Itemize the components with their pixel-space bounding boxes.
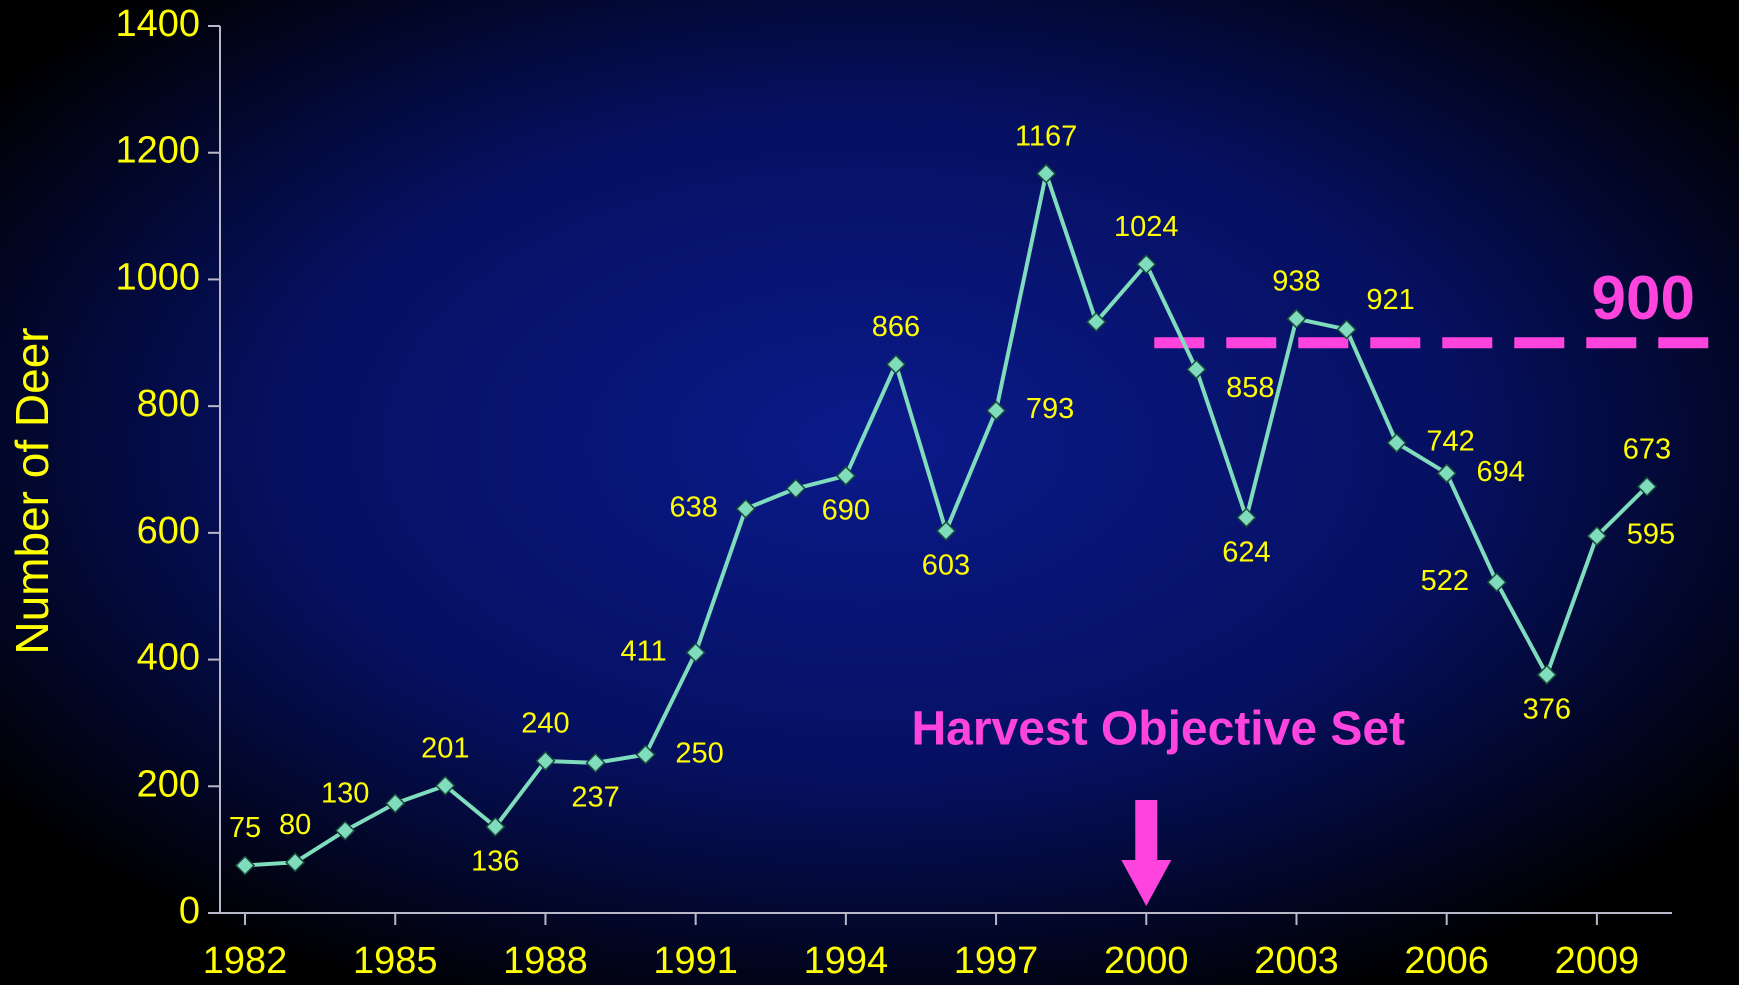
x-tick-label: 1994 xyxy=(804,940,889,982)
data-point xyxy=(935,520,957,542)
data-point xyxy=(335,820,356,841)
data-label: 866 xyxy=(872,311,920,343)
data-point xyxy=(1086,311,1107,332)
y-tick-label: 1000 xyxy=(115,256,200,298)
data-label: 250 xyxy=(675,737,723,769)
data-label: 858 xyxy=(1226,372,1274,404)
y-tick-label: 1400 xyxy=(115,3,200,45)
data-label: 80 xyxy=(279,809,311,841)
x-tick-label: 2006 xyxy=(1404,940,1489,982)
y-axis-title: Number of Deer xyxy=(6,327,58,654)
data-point xyxy=(785,478,806,499)
data-label: 136 xyxy=(471,845,519,877)
data-point xyxy=(1136,254,1157,275)
data-label: 938 xyxy=(1272,265,1320,297)
data-label: 240 xyxy=(521,708,569,740)
x-tick-label: 1997 xyxy=(954,940,1039,982)
data-point xyxy=(234,855,256,876)
data-label: 201 xyxy=(421,732,469,764)
data-label: 75 xyxy=(229,812,261,844)
data-point xyxy=(885,354,906,375)
data-point xyxy=(1636,476,1658,497)
data-label: 742 xyxy=(1426,426,1474,458)
data-label: 624 xyxy=(1222,536,1270,568)
data-point xyxy=(535,750,556,772)
y-tick-label: 800 xyxy=(137,383,200,425)
data-label: 411 xyxy=(621,635,667,667)
data-label: 638 xyxy=(670,491,718,523)
data-point xyxy=(1036,163,1057,184)
data-label: 595 xyxy=(1627,519,1675,551)
data-point xyxy=(385,793,406,814)
data-point xyxy=(986,400,1007,421)
data-point xyxy=(735,498,756,519)
target-label: 900 xyxy=(1592,264,1695,333)
data-point xyxy=(1186,359,1207,380)
data-point xyxy=(1386,432,1407,453)
data-point xyxy=(1536,664,1557,685)
data-point xyxy=(1286,308,1307,329)
data-label: 376 xyxy=(1523,693,1571,725)
y-tick-label: 600 xyxy=(137,510,200,552)
data-label: 1167 xyxy=(1015,120,1077,152)
data-point xyxy=(285,852,306,873)
y-tick-label: 1200 xyxy=(115,130,200,172)
x-tick-label: 2000 xyxy=(1104,940,1189,982)
data-point xyxy=(835,465,856,486)
data-point xyxy=(1486,572,1507,593)
x-tick-label: 1985 xyxy=(353,940,438,982)
y-tick-label: 200 xyxy=(137,763,200,805)
data-point xyxy=(485,816,506,837)
data-point xyxy=(1236,507,1257,528)
data-label: 694 xyxy=(1476,456,1524,488)
data-label: 237 xyxy=(571,781,619,813)
annotation-text: Harvest Objective Set xyxy=(911,703,1405,756)
data-label: 1024 xyxy=(1114,211,1179,243)
data-label: 673 xyxy=(1623,433,1671,465)
data-point xyxy=(635,744,656,765)
x-tick-label: 1988 xyxy=(503,940,588,982)
x-tick-label: 1982 xyxy=(203,940,288,982)
data-label: 793 xyxy=(1026,393,1074,425)
data-point xyxy=(685,642,706,663)
data-label: 130 xyxy=(321,777,369,809)
y-tick-label: 400 xyxy=(137,637,200,679)
y-tick-label: 0 xyxy=(179,890,200,932)
data-label: 921 xyxy=(1366,284,1414,316)
x-tick-label: 1991 xyxy=(653,940,738,982)
data-point xyxy=(435,775,456,796)
data-point xyxy=(1436,463,1457,484)
data-point xyxy=(1586,525,1607,547)
annotation-arrow xyxy=(1121,800,1172,906)
data-label: 603 xyxy=(922,550,970,582)
data-point xyxy=(585,752,606,773)
data-label: 522 xyxy=(1421,565,1469,597)
data-point xyxy=(1336,319,1357,340)
x-tick-label: 2009 xyxy=(1555,940,1640,982)
x-tick-label: 2003 xyxy=(1254,940,1339,982)
data-label: 690 xyxy=(822,494,870,526)
